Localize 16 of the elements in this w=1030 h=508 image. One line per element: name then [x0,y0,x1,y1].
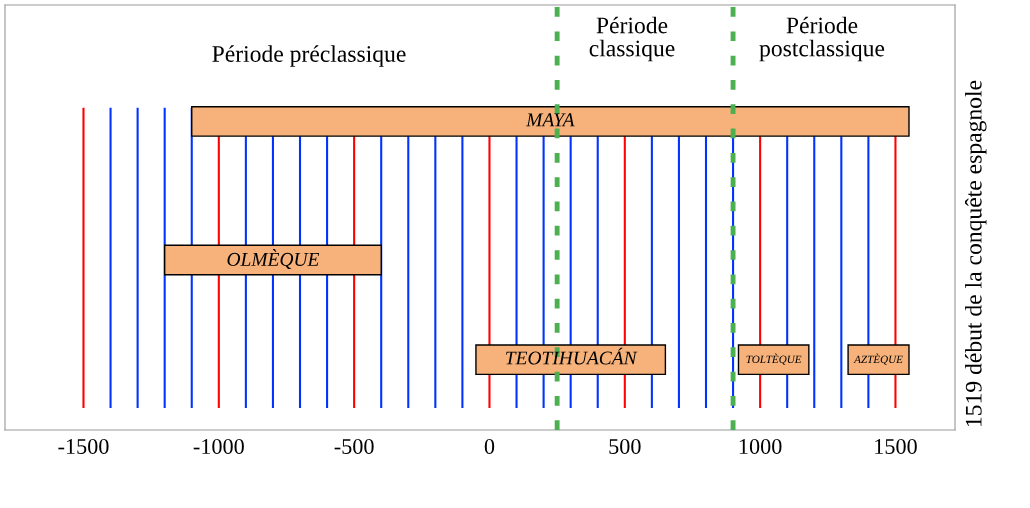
text: 1519 début de la conquête espagnole [965,80,987,426]
x-tick-label: -1500 [58,438,109,454]
text: Période préclassique [212,45,406,67]
series-label: TEOTIHUACÁN [506,347,638,365]
series-label: AZTÈQUE [853,353,903,365]
x-tick-label: 500 [609,438,641,454]
text: Période postclassique [759,16,885,62]
x-tick-label: -1000 [193,438,244,454]
x-tick-label: 1500 [875,438,917,454]
series-label: MAYA [525,113,575,127]
x-tick-label: 0 [484,438,495,454]
x-tick-label: -500 [334,438,374,454]
x-tick-label: 1000 [739,438,782,454]
series-label: TOLTÈQUE [746,353,802,365]
text: Période classique [589,16,675,62]
series-label: OLMÈQUE [227,249,320,269]
